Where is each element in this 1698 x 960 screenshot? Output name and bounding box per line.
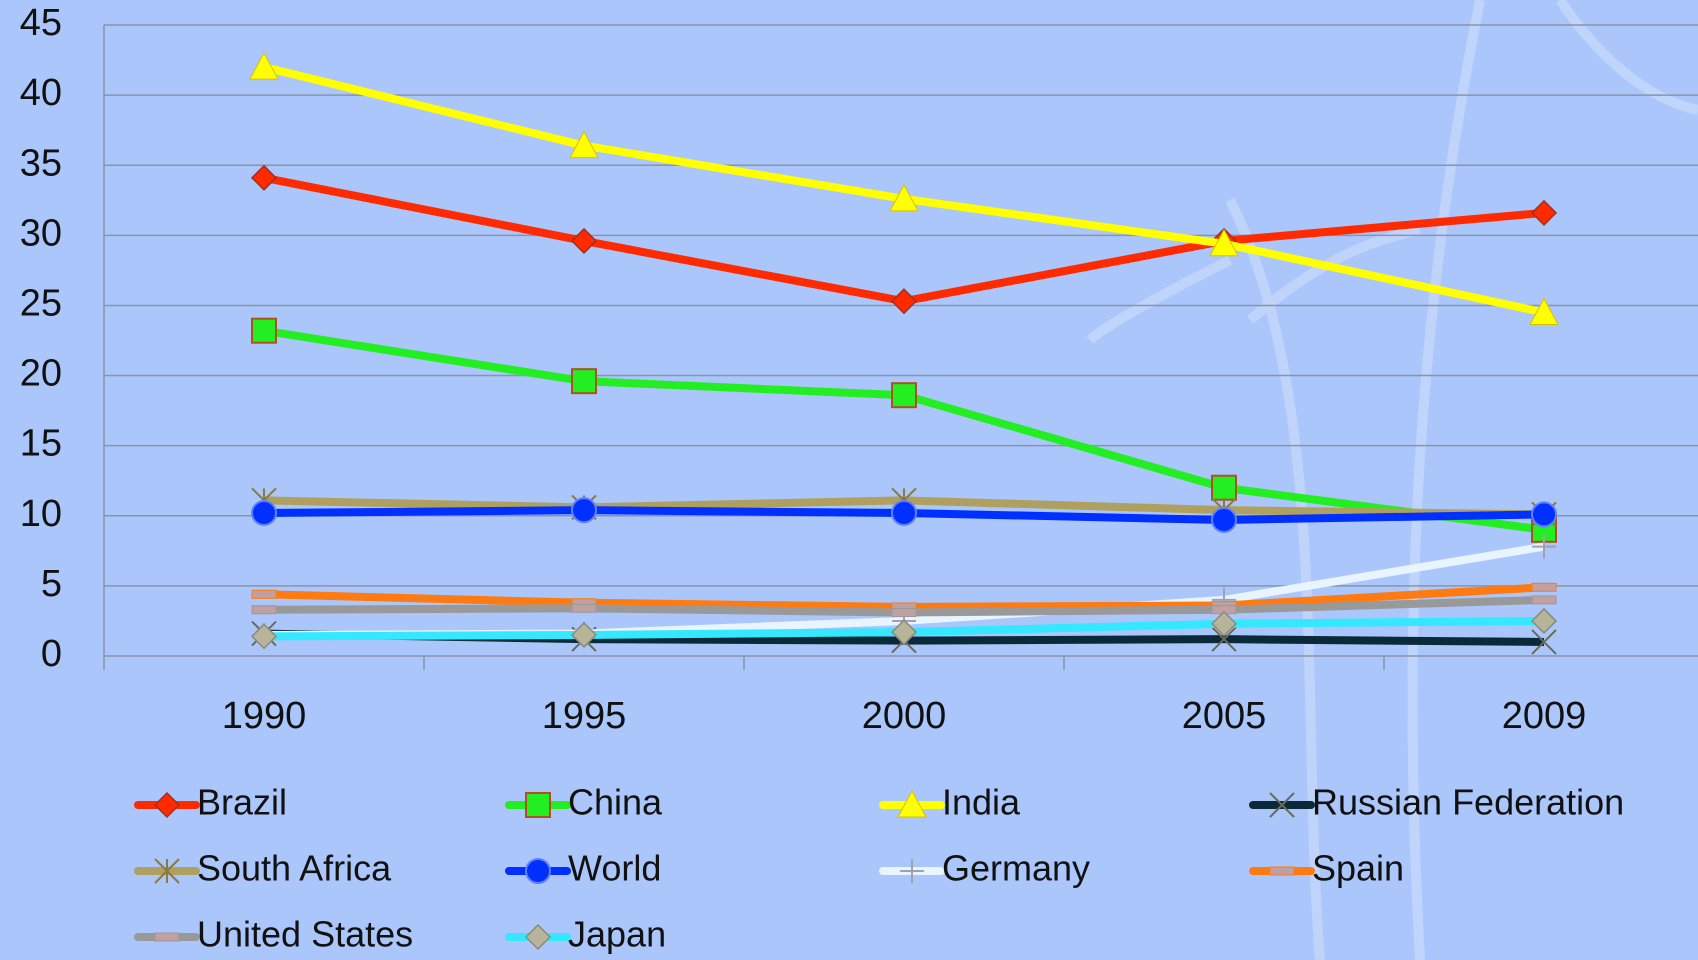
- y-tick-label: 40: [20, 72, 62, 114]
- y-tick-label: 15: [20, 423, 62, 465]
- legend-label: India: [942, 782, 1021, 823]
- marker: [154, 932, 180, 942]
- legend-label: Germany: [942, 848, 1090, 889]
- marker: [251, 589, 277, 599]
- marker: [1529, 297, 1559, 325]
- marker: [249, 52, 279, 80]
- marker: [900, 859, 924, 883]
- marker: [891, 499, 917, 526]
- x-tick-label: 1995: [542, 695, 627, 737]
- legend-label: China: [568, 782, 663, 823]
- marker: [889, 183, 919, 212]
- y-tick-label: 30: [20, 212, 62, 254]
- legend-label: United States: [197, 914, 413, 955]
- y-tick-label: 25: [20, 282, 62, 324]
- marker: [1532, 534, 1556, 559]
- y-tick-label: 20: [20, 353, 62, 395]
- marker: [570, 227, 598, 255]
- y-tick-label: 10: [20, 493, 62, 535]
- legend-label: Russian Federation: [1312, 782, 1624, 823]
- x-tick-label: 1990: [222, 695, 307, 737]
- marker: [571, 497, 597, 524]
- marker: [250, 164, 278, 191]
- marker: [897, 789, 927, 818]
- marker: [1531, 629, 1557, 655]
- marker: [1211, 506, 1237, 533]
- marker: [153, 791, 181, 819]
- marker: [569, 130, 599, 159]
- marker: [251, 605, 277, 615]
- marker: [891, 382, 917, 409]
- marker: [1269, 866, 1295, 876]
- marker: [154, 858, 180, 884]
- marker: [890, 288, 918, 315]
- marker: [571, 368, 597, 395]
- marker: [1269, 792, 1295, 818]
- y-tick-label: 35: [20, 142, 62, 184]
- marker: [1531, 595, 1557, 605]
- marker: [525, 792, 551, 818]
- marker: [524, 923, 552, 951]
- legend-label: South Africa: [197, 848, 392, 889]
- y-tick-label: 45: [20, 2, 62, 44]
- marker: [1210, 610, 1238, 637]
- legend-label: Japan: [568, 914, 666, 955]
- y-tick-label: 0: [41, 633, 62, 675]
- legend-label: Brazil: [197, 782, 287, 823]
- marker: [1209, 228, 1239, 257]
- x-tick-label: 2000: [862, 695, 947, 737]
- marker: [1211, 626, 1237, 652]
- decoration: [1086, 0, 1698, 960]
- y-tick-label: 5: [41, 563, 62, 605]
- marker: [571, 603, 597, 613]
- marker: [570, 621, 598, 649]
- legend-label: Spain: [1312, 848, 1404, 889]
- marker: [1531, 501, 1557, 528]
- marker: [890, 619, 918, 646]
- marker: [251, 317, 277, 344]
- marker: [525, 858, 551, 884]
- marker: [1530, 607, 1558, 635]
- legend-label: World: [568, 848, 661, 889]
- marker: [251, 499, 277, 526]
- marker: [891, 608, 917, 618]
- marker: [250, 623, 278, 650]
- x-tick-label: 2005: [1182, 695, 1267, 737]
- marker: [1531, 582, 1557, 592]
- marker: [1530, 199, 1558, 226]
- marker: [1211, 474, 1237, 501]
- x-tick-label: 2009: [1502, 695, 1587, 737]
